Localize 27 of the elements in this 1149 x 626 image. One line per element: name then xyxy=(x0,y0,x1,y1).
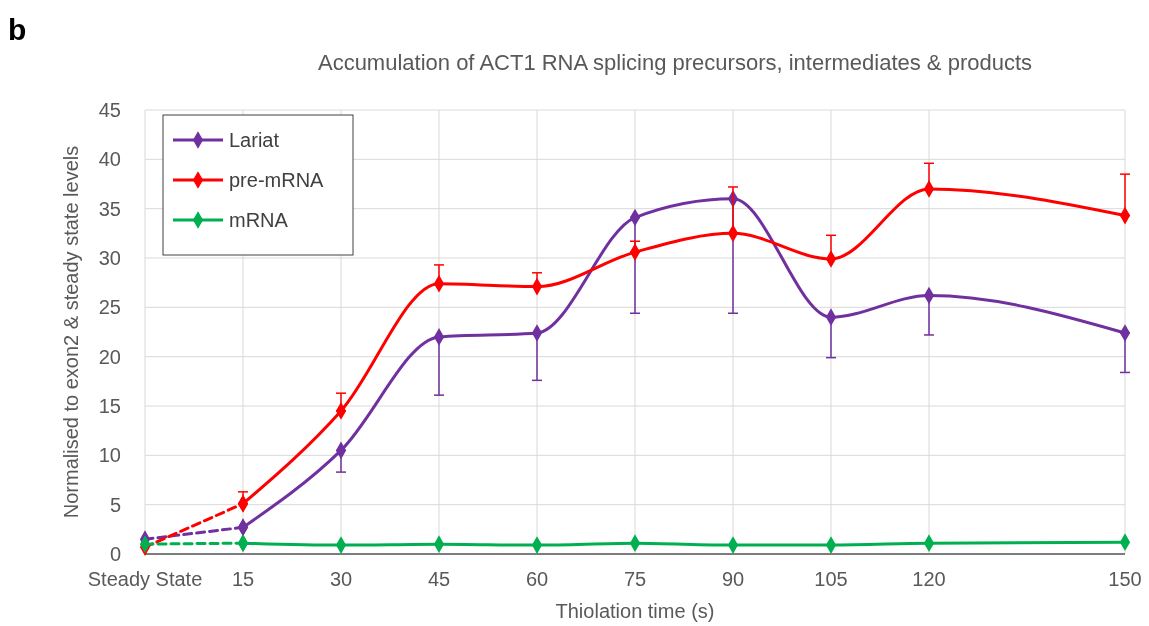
x-tick-label: 120 xyxy=(912,568,946,590)
y-tick-label: 0 xyxy=(109,543,121,565)
y-tick-label: 15 xyxy=(98,395,121,417)
x-tick-label: 150 xyxy=(1108,568,1142,590)
y-tick-label: 35 xyxy=(98,197,121,220)
legend-label: mRNA xyxy=(229,209,289,231)
x-tick-label: 60 xyxy=(525,568,549,590)
y-tick-label: 10 xyxy=(98,444,121,467)
x-tick-label: 30 xyxy=(329,568,353,590)
y-tick-label: 20 xyxy=(98,345,121,368)
x-axis-title: Thiolation time (s) xyxy=(555,600,715,622)
legend-label: pre-mRNA xyxy=(229,169,325,191)
x-tick-label: 105 xyxy=(814,568,848,590)
x-tick-label: 15 xyxy=(231,568,255,590)
legend-label: Lariat xyxy=(229,129,280,151)
x-tick-label: 45 xyxy=(427,568,451,590)
x-tick-label: 75 xyxy=(623,568,647,590)
text: b xyxy=(8,13,27,46)
y-tick-label: 25 xyxy=(98,296,121,319)
chart-title: Accumulation of ACT1 RNA splicing precursors, intermediates & products xyxy=(317,50,1033,75)
y-tick-label: 30 xyxy=(98,247,121,269)
y-tick-label: 40 xyxy=(98,148,121,171)
y-tick-label: 45 xyxy=(98,99,121,121)
y-axis-title: Normalised to exon2 & steady state levels xyxy=(60,145,82,519)
y-tick-label: 5 xyxy=(109,493,121,516)
x-tick-label: 90 xyxy=(721,568,745,590)
x-tick-label: Steady State xyxy=(87,568,203,590)
